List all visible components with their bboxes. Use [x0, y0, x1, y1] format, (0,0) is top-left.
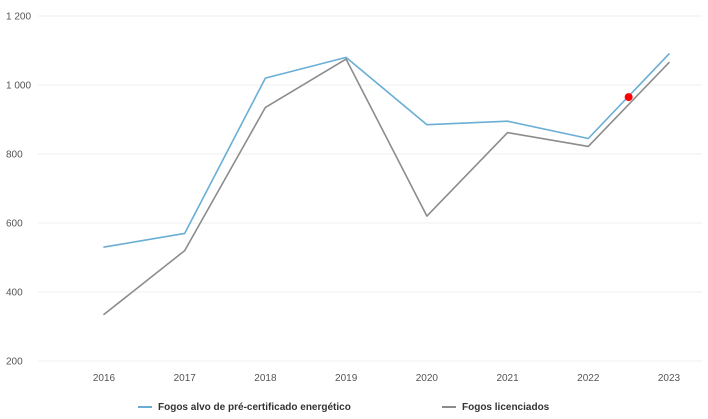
y-axis-ticks: 200 400 600 800 1 000 1 200	[6, 12, 31, 368]
y-tick-label: 600	[6, 219, 23, 230]
grid	[38, 15, 702, 362]
x-tick-label: 2022	[577, 373, 600, 384]
x-tick-label: 2017	[174, 373, 197, 384]
x-tick-label: 2019	[335, 373, 358, 384]
y-tick-label: 1 000	[6, 81, 31, 92]
y-tick-label: 1 200	[6, 12, 31, 23]
y-tick-label: 400	[6, 288, 23, 299]
x-tick-label: 2023	[658, 373, 681, 384]
x-tick-label: 2021	[496, 373, 519, 384]
x-tick-label: 2020	[416, 373, 439, 384]
series-line-2	[103, 58, 670, 316]
legend: Fogos alvo de pré-certificado energético…	[138, 402, 550, 413]
y-tick-label: 200	[6, 357, 23, 368]
series-line-1	[103, 53, 670, 248]
x-tick-label: 2018	[254, 373, 277, 384]
red-marker-dot	[624, 93, 633, 102]
y-tick-label: 800	[6, 150, 23, 161]
x-tick-label: 2016	[93, 373, 116, 384]
highlight-marker	[624, 93, 633, 102]
series-lines	[103, 53, 670, 316]
legend-label-2: Fogos licenciados	[462, 402, 550, 413]
legend-label-1: Fogos alvo de pré-certificado energético	[158, 402, 351, 413]
x-axis-ticks: 2016 2017 2018 2019 2020 2021 2022 2023	[93, 373, 681, 384]
